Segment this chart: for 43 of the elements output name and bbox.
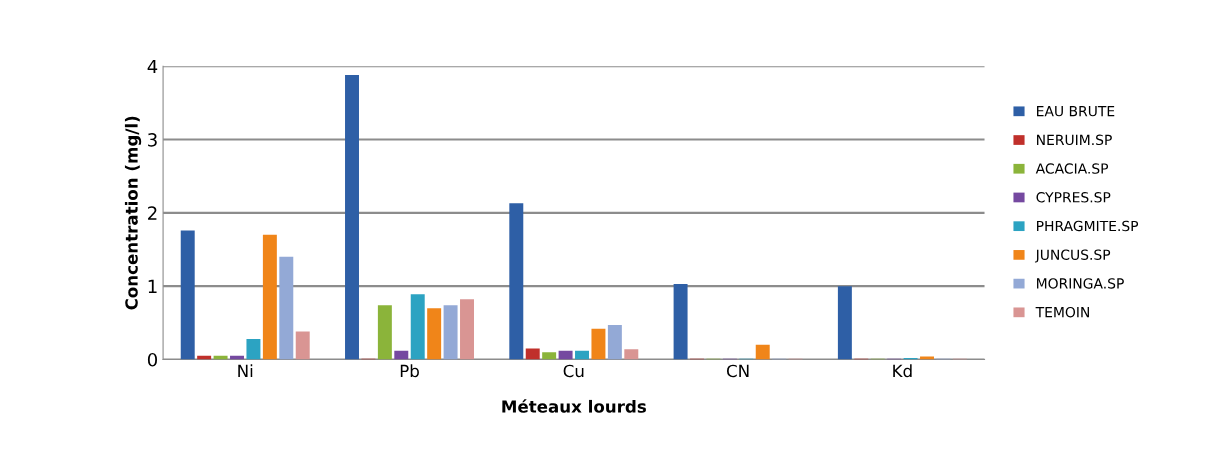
x-tick-label: Ni: [238, 364, 253, 378]
y-tick-label: 3: [148, 132, 157, 147]
bar: [377, 305, 392, 360]
legend-label: NERUIM.SP: [1037, 134, 1112, 146]
bar: [460, 299, 474, 360]
bar: [607, 325, 622, 360]
bar: [837, 286, 852, 360]
bar: [279, 256, 294, 360]
bar: [246, 338, 261, 360]
x-tick-label: Cu: [563, 364, 584, 378]
legend-label: EAU BRUTE: [1037, 106, 1115, 117]
y-tick-label: 4: [147, 59, 158, 74]
legend-label: TEMOIN: [1035, 306, 1089, 318]
bar: [443, 305, 458, 360]
bar: [624, 349, 639, 360]
legend-label: CYPRES.SP: [1036, 192, 1111, 203]
legend-label: PHRAGMITE.SP: [1037, 220, 1139, 232]
x-tick-label: Kd: [893, 364, 912, 378]
bar: [427, 308, 442, 360]
legend-label: JUNCUS.SP: [1034, 249, 1111, 263]
legend-label: ACACIA.SP: [1035, 163, 1109, 174]
x-tick-label: Pb: [400, 364, 419, 378]
bar: [394, 350, 409, 360]
bar: [591, 328, 606, 360]
bar: [345, 75, 359, 360]
bar: [180, 230, 195, 360]
bar: [542, 352, 557, 360]
bar: [525, 348, 540, 360]
x-tick-label: CN: [726, 364, 749, 378]
bar: [295, 331, 310, 360]
bar: [262, 234, 277, 360]
bar: [673, 283, 688, 360]
bar: [509, 203, 524, 360]
legend-label: MORINGA.SP: [1037, 278, 1124, 289]
bar: [755, 344, 770, 360]
y-tick-label: 0: [147, 352, 158, 367]
y-tick-label: 2: [148, 206, 157, 220]
y-axis-title: Concentration (mg/l): [124, 116, 142, 310]
bar: [558, 350, 573, 360]
bar: [575, 350, 589, 360]
bar: [410, 294, 425, 360]
x-axis-title: Méteaux lourds: [502, 399, 646, 413]
y-tick-label: 1: [148, 279, 157, 294]
